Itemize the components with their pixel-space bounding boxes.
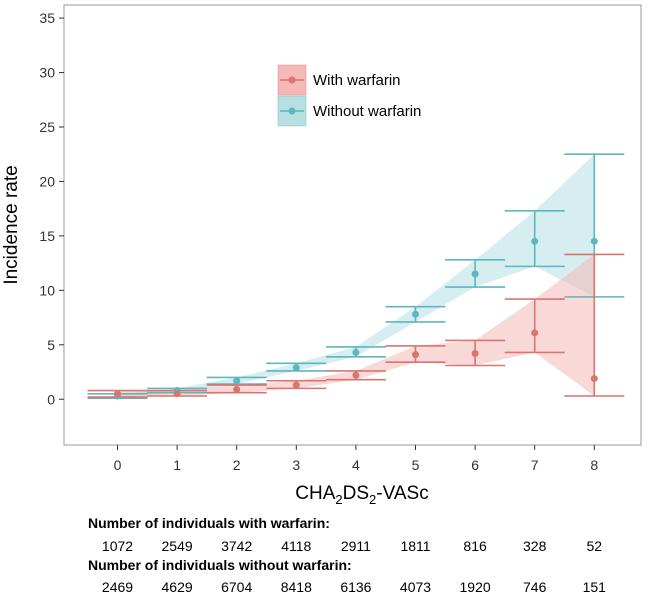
count-cell: 151 bbox=[583, 579, 607, 595]
data-points bbox=[114, 237, 598, 400]
count-cell: 3742 bbox=[221, 538, 252, 554]
y-axis-ticks: 0 5 10 15 20 25 30 35 bbox=[39, 10, 64, 407]
data-point-with-warfarin bbox=[412, 351, 419, 359]
x-axis-ticks: 0 1 2 3 4 5 6 7 8 bbox=[114, 445, 598, 473]
data-point-without-warfarin bbox=[471, 270, 479, 278]
data-point-without-warfarin bbox=[590, 237, 598, 245]
x-axis-title-sub-2: 2 bbox=[369, 492, 376, 507]
count-cell: 52 bbox=[587, 538, 603, 554]
legend-dot-without-warfarin bbox=[288, 107, 296, 115]
data-point-without-warfarin bbox=[412, 310, 419, 318]
count-cell: 8418 bbox=[281, 579, 312, 595]
x-tick-label: 0 bbox=[114, 457, 122, 473]
x-axis-title-sub-1: 2 bbox=[335, 492, 342, 507]
data-point-with-warfarin bbox=[590, 375, 598, 383]
x-tick-label: 2 bbox=[233, 457, 241, 473]
data-point-without-warfarin bbox=[531, 237, 539, 245]
data-point-with-warfarin bbox=[292, 381, 300, 389]
y-tick-label: 25 bbox=[39, 119, 55, 135]
data-point-without-warfarin bbox=[233, 377, 241, 385]
data-point-with-warfarin bbox=[471, 350, 479, 358]
count-cell: 328 bbox=[523, 538, 547, 554]
x-tick-label: 5 bbox=[412, 457, 420, 473]
counts-with-warfarin: 1072 2549 3742 4118 2911 1811 816 328 52 bbox=[102, 538, 602, 554]
count-cell: 4073 bbox=[400, 579, 431, 595]
data-point-with-warfarin bbox=[233, 385, 241, 393]
data-point-with-warfarin bbox=[173, 390, 181, 398]
counts-without-warfarin: 2469 4629 6704 8418 6136 4073 1920 746 151 bbox=[102, 579, 606, 595]
legend-label-with-warfarin: With warfarin bbox=[313, 72, 401, 89]
x-axis-title-part-vasc: -VASc bbox=[376, 483, 428, 504]
y-tick-label: 10 bbox=[39, 282, 55, 298]
y-tick-label: 0 bbox=[47, 391, 55, 407]
count-cell: 1072 bbox=[102, 538, 133, 554]
y-tick-label: 5 bbox=[47, 337, 55, 353]
count-cell: 4629 bbox=[162, 579, 193, 595]
y-tick-label: 20 bbox=[39, 173, 55, 189]
y-tick-label: 30 bbox=[39, 65, 55, 81]
counts-table: Number of individuals with warfarin: 107… bbox=[88, 515, 606, 595]
count-cell: 2469 bbox=[102, 579, 133, 595]
count-cell: 1811 bbox=[400, 538, 430, 554]
count-cell: 1920 bbox=[460, 579, 491, 595]
y-tick-label: 15 bbox=[39, 228, 55, 244]
data-point-with-warfarin bbox=[531, 329, 539, 337]
x-tick-label: 7 bbox=[531, 457, 539, 473]
count-cell: 6704 bbox=[221, 579, 252, 595]
count-cell: 746 bbox=[523, 579, 547, 595]
table-heading-with-warfarin: Number of individuals with warfarin: bbox=[88, 515, 330, 531]
count-cell: 4118 bbox=[281, 538, 311, 554]
data-point-with-warfarin bbox=[114, 390, 121, 398]
x-axis-title-part-cha: CHA bbox=[295, 483, 335, 504]
x-tick-label: 1 bbox=[173, 457, 181, 473]
y-tick-label: 35 bbox=[39, 10, 55, 26]
legend-dot-with-warfarin bbox=[288, 76, 296, 84]
x-axis-title: CHA2DS2-VASc bbox=[295, 483, 428, 507]
x-axis-title-part-ds: DS bbox=[343, 483, 369, 504]
count-cell: 2911 bbox=[341, 538, 371, 554]
legend: With warfarin Without warfarin bbox=[277, 64, 421, 127]
data-point-without-warfarin bbox=[292, 364, 300, 372]
count-cell: 816 bbox=[463, 538, 487, 554]
data-point-without-warfarin bbox=[352, 348, 360, 356]
y-axis-title: Incidence rate bbox=[1, 165, 22, 284]
x-tick-label: 8 bbox=[590, 457, 598, 473]
x-tick-label: 3 bbox=[292, 457, 300, 473]
count-cell: 6136 bbox=[340, 579, 371, 595]
table-heading-without-warfarin: Number of individuals without warfarin: bbox=[88, 557, 352, 573]
legend-label-without-warfarin: Without warfarin bbox=[313, 103, 421, 120]
data-point-with-warfarin bbox=[352, 371, 360, 379]
x-tick-label: 6 bbox=[471, 457, 479, 473]
count-cell: 2549 bbox=[162, 538, 193, 554]
x-tick-label: 4 bbox=[352, 457, 360, 473]
